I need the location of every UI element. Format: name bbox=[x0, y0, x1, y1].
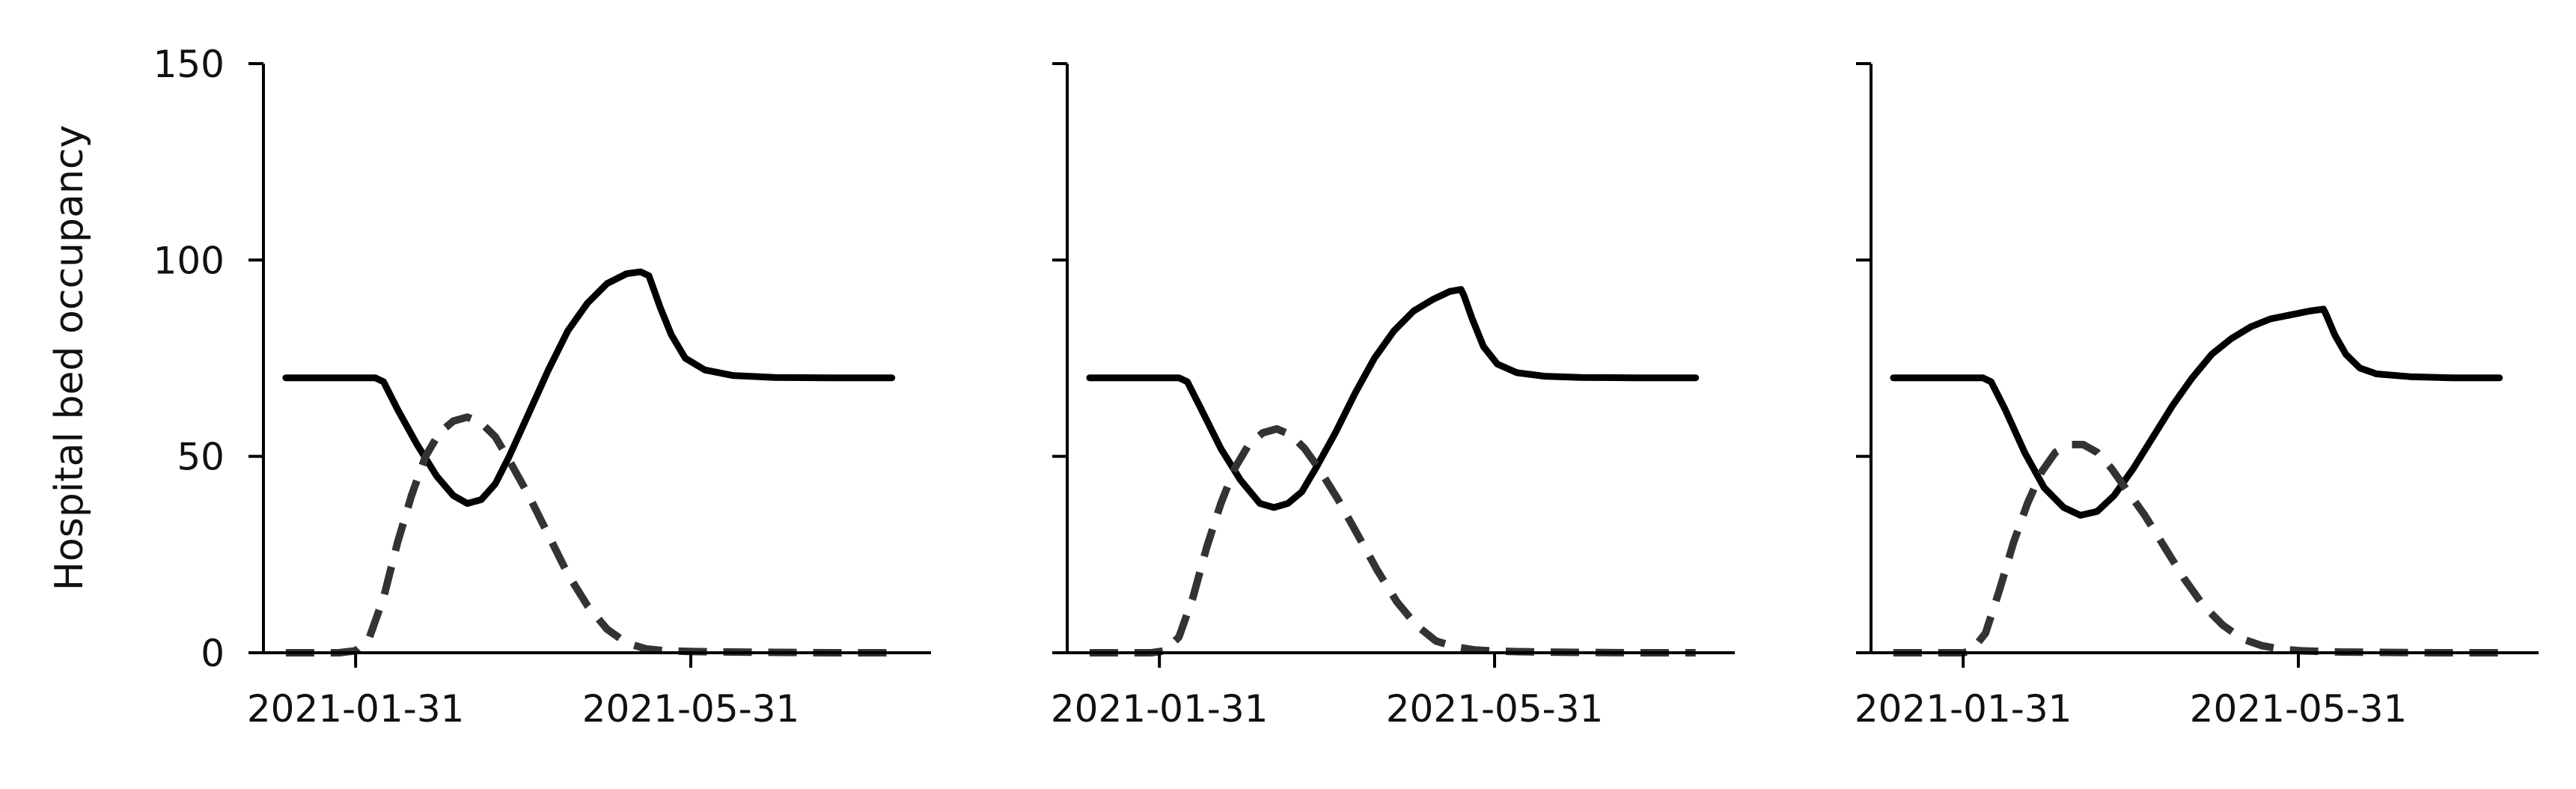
panel-3: 2021-01-31 2021-05-31 bbox=[1855, 62, 2539, 731]
x-tick-label: 2021-05-31 bbox=[2190, 687, 2408, 731]
panel-2: 2021-01-31 2021-05-31 bbox=[1051, 62, 1735, 731]
y-tick-label: 150 bbox=[153, 43, 225, 86]
x-tick-label: 2021-01-31 bbox=[247, 687, 465, 731]
dashed-series-line bbox=[1893, 440, 2500, 657]
x-tick-label: 2021-01-31 bbox=[1051, 687, 1269, 731]
panel-1: 0 50 100 150 2021-01-31 2021-05-31 bbox=[153, 43, 931, 731]
dashed-series-line bbox=[1089, 424, 1696, 657]
solid-series-line bbox=[1890, 305, 2503, 519]
y-tick-label: 0 bbox=[201, 632, 225, 675]
dashed-series-line bbox=[285, 413, 892, 657]
solid-series-line bbox=[282, 268, 896, 508]
solid-series-line bbox=[1086, 286, 1700, 511]
x-tick-label: 2021-01-31 bbox=[1855, 687, 2072, 731]
x-tick-label: 2021-05-31 bbox=[1386, 687, 1604, 731]
y-axis-title: Hospital bed occupancy bbox=[47, 125, 92, 591]
y-tick-label: 100 bbox=[153, 239, 225, 282]
y-tick-label: 50 bbox=[177, 436, 225, 479]
x-tick-label: 2021-05-31 bbox=[582, 687, 800, 731]
